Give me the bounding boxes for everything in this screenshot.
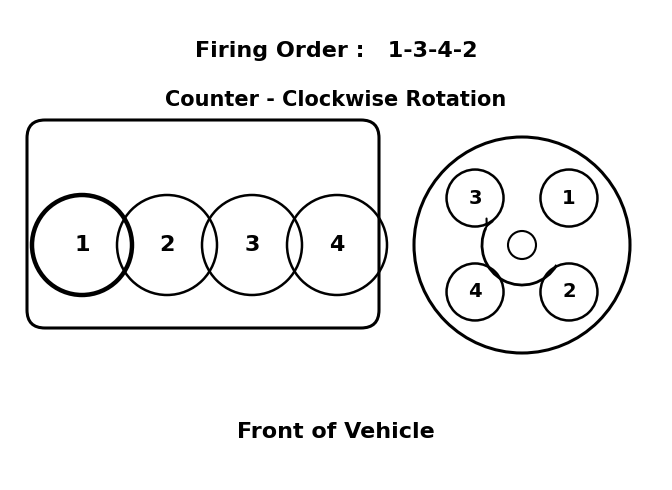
Text: 2: 2 [159, 235, 175, 255]
Text: Front of Vehicle: Front of Vehicle [237, 422, 435, 442]
Text: 1: 1 [74, 235, 90, 255]
Text: 4: 4 [468, 282, 482, 301]
Text: Firing Order :   1-3-4-2: Firing Order : 1-3-4-2 [195, 42, 477, 61]
Text: 1: 1 [562, 189, 576, 208]
FancyBboxPatch shape [27, 120, 379, 328]
Text: 3: 3 [468, 189, 482, 208]
Text: 3: 3 [245, 235, 259, 255]
Text: 2: 2 [562, 282, 576, 301]
Text: Counter - Clockwise Rotation: Counter - Clockwise Rotation [165, 91, 507, 110]
Text: 4: 4 [329, 235, 345, 255]
